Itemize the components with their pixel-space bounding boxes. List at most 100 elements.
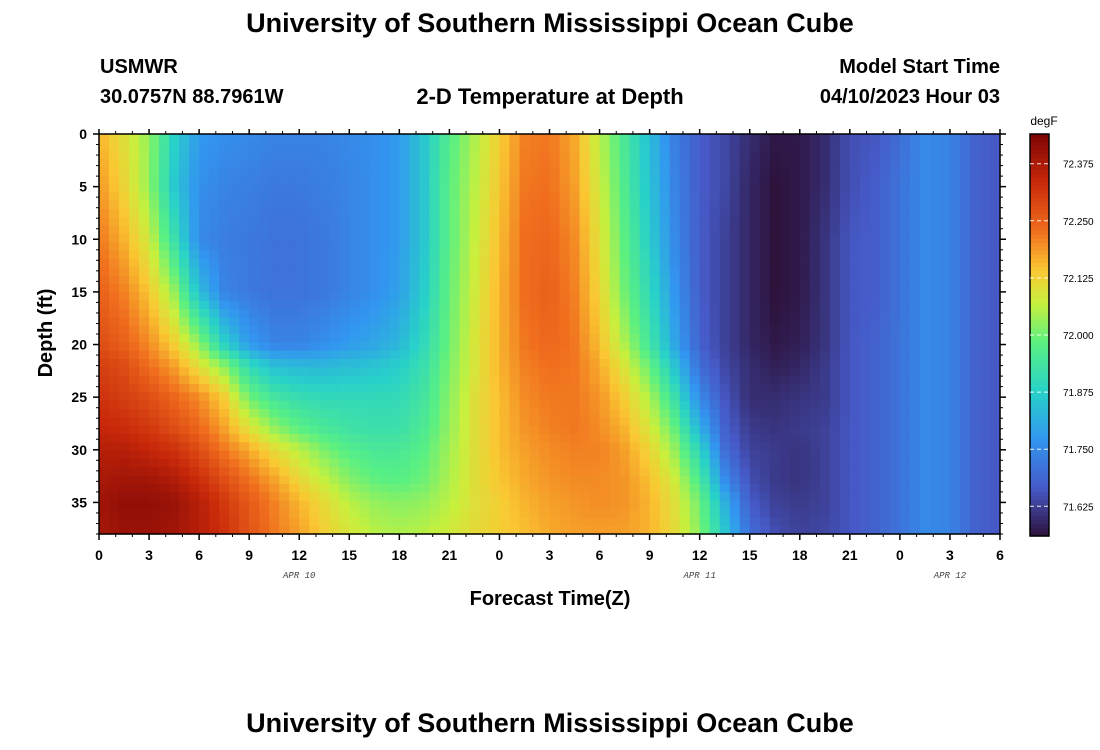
heatmap-cell <box>849 225 861 235</box>
heatmap-cell <box>849 142 861 152</box>
heatmap-cell <box>979 275 991 285</box>
heatmap-cell <box>559 167 571 177</box>
heatmap-cell <box>559 134 571 143</box>
heatmap-cell <box>849 309 861 318</box>
heatmap-cell <box>709 267 721 277</box>
heatmap-cell <box>709 142 721 152</box>
heatmap-cell <box>859 500 871 510</box>
heatmap-cell <box>549 217 561 227</box>
heatmap-cell <box>239 317 250 327</box>
heatmap-cell <box>389 442 400 452</box>
heatmap-cell <box>759 175 771 185</box>
colorbar-swatch <box>1030 154 1049 159</box>
heatmap-cell <box>229 284 240 293</box>
heatmap-cell <box>789 334 801 343</box>
heatmap-cell <box>149 250 160 260</box>
heatmap-cell <box>969 334 981 343</box>
heatmap-cell <box>319 425 330 435</box>
heatmap-cell <box>229 325 240 335</box>
heatmap-cell <box>479 142 491 152</box>
heatmap-cell <box>459 450 471 460</box>
heatmap-cell <box>779 375 791 385</box>
heatmap-cell <box>269 192 280 202</box>
heatmap-cell <box>329 175 340 185</box>
heatmap-cell <box>219 417 230 427</box>
heatmap-cell <box>709 350 721 360</box>
heatmap-cell <box>579 192 591 202</box>
heatmap-cell <box>949 475 961 485</box>
heatmap-cell <box>249 175 260 185</box>
heatmap-cell <box>359 367 370 377</box>
heatmap-cell <box>869 209 881 218</box>
heatmap-cell <box>979 359 991 368</box>
heatmap-cell <box>179 392 190 402</box>
heatmap-cell <box>99 317 110 327</box>
heatmap-cell <box>379 392 390 402</box>
heatmap-cell <box>419 317 430 327</box>
heatmap-cell <box>179 484 190 493</box>
colorbar-tick-label: 71.750 <box>1063 445 1094 456</box>
heatmap-cell <box>919 267 931 277</box>
heatmap-cell <box>559 450 571 460</box>
heatmap-cell <box>119 434 130 443</box>
heatmap-cell <box>769 217 781 227</box>
heatmap-cell <box>779 200 791 210</box>
heatmap-cell <box>519 409 531 418</box>
heatmap-cell <box>499 375 511 385</box>
heatmap-cell <box>639 392 651 402</box>
heatmap-cell <box>489 300 501 310</box>
heatmap-cell <box>739 209 751 218</box>
heatmap-cell <box>499 142 511 152</box>
heatmap-cell <box>399 492 410 502</box>
heatmap-cell <box>359 459 370 468</box>
heatmap-cell <box>219 267 230 277</box>
heatmap-cell <box>839 192 851 202</box>
colorbar-swatch <box>1030 479 1049 485</box>
heatmap-cell <box>859 159 871 168</box>
heatmap-cell <box>599 309 611 318</box>
heatmap-cell <box>249 509 260 518</box>
heatmap-cell <box>279 134 290 143</box>
heatmap-cell <box>349 450 360 460</box>
heatmap-cell <box>259 150 270 160</box>
heatmap-cell <box>119 200 130 210</box>
heatmap-cell <box>709 434 721 443</box>
heatmap-cell <box>679 267 691 277</box>
heatmap-cell <box>249 367 260 377</box>
heatmap-cell <box>969 217 981 227</box>
heatmap-cell <box>189 375 200 385</box>
heatmap-cell <box>709 509 721 518</box>
heatmap-cell <box>99 409 110 418</box>
heatmap-cell <box>609 284 621 293</box>
x-tick-label: 6 <box>195 547 203 563</box>
heatmap-cell <box>249 267 260 277</box>
heatmap-cell <box>519 242 531 252</box>
heatmap-cell <box>389 400 400 410</box>
heatmap-cell <box>349 500 360 510</box>
heatmap-cell <box>889 134 901 143</box>
heatmap-cell <box>399 325 410 335</box>
heatmap-cell <box>199 525 210 535</box>
heatmap-cell <box>719 475 731 485</box>
heatmap-cell <box>769 250 781 260</box>
heatmap-cell <box>749 525 761 535</box>
heatmap-cell <box>749 442 761 452</box>
heatmap-cell <box>419 250 430 260</box>
heatmap-cell <box>799 450 811 460</box>
heatmap-cell <box>509 225 521 235</box>
heatmap-cell <box>489 409 501 418</box>
heatmap-cell <box>469 459 481 468</box>
heatmap-cell <box>639 275 651 285</box>
colorbar-swatch <box>1030 138 1049 143</box>
heatmap-cell <box>529 325 541 335</box>
heatmap-cell <box>289 234 300 243</box>
heatmap-cell <box>209 367 220 377</box>
heatmap-cell <box>169 384 180 393</box>
heatmap-cell <box>989 284 1001 293</box>
heatmap-cell <box>359 417 370 427</box>
heatmap-cell <box>169 409 180 418</box>
heatmap-cell <box>659 475 671 485</box>
heatmap-cell <box>259 259 270 268</box>
heatmap-cell <box>929 350 941 360</box>
heatmap-cell <box>449 367 460 377</box>
